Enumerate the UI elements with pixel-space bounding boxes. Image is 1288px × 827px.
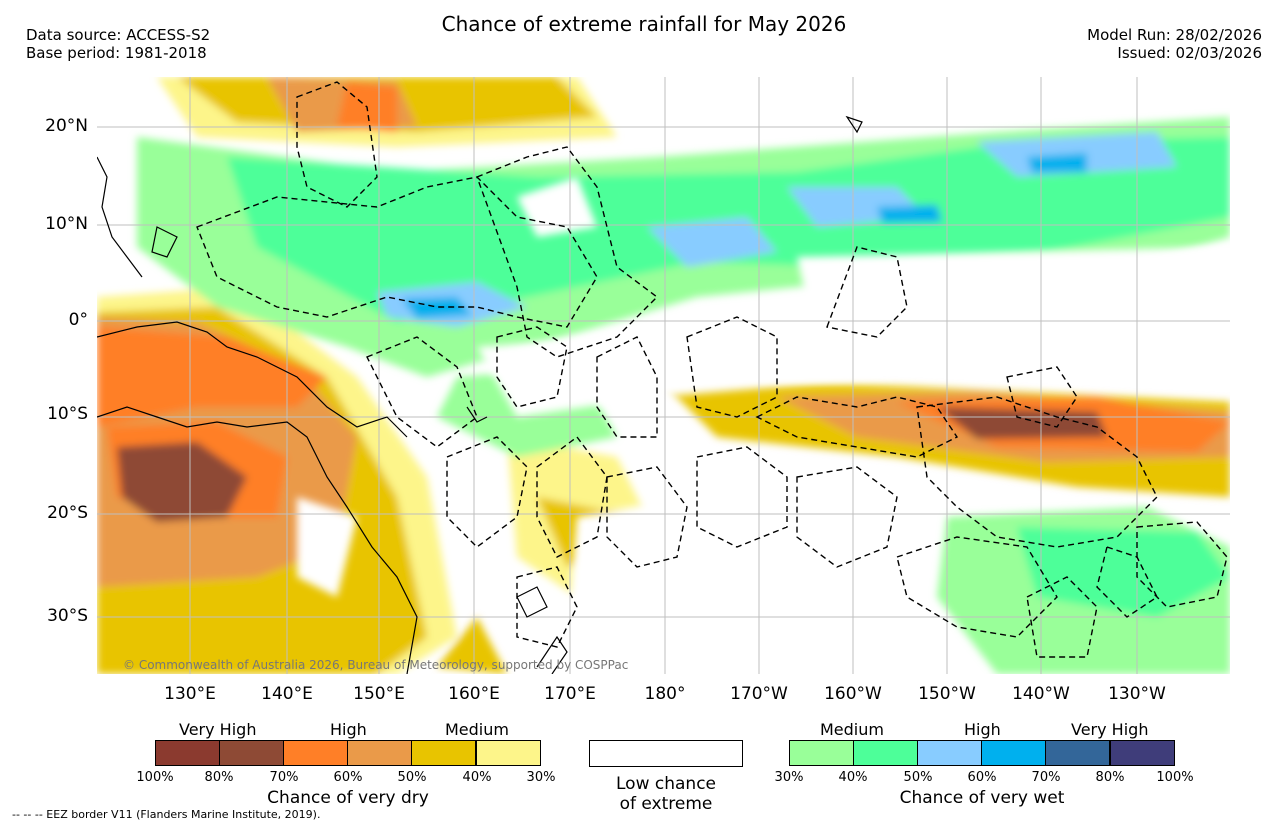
- dry-colorbar: [155, 740, 541, 768]
- eez-borders: [196, 81, 1228, 658]
- dry-swatch-60-50: [347, 740, 412, 766]
- lon-label-160e: 160°E: [448, 684, 500, 704]
- lat-label-20s: 20°S: [47, 503, 88, 523]
- graticule: [97, 77, 1230, 674]
- data-info: Data source: ACCESS-S2 Base period: 1981…: [26, 26, 210, 62]
- low-chance-areas: [297, 177, 1230, 674]
- wet-category-high: High: [964, 720, 1001, 739]
- issued-date: Issued: 02/03/2026: [1117, 44, 1262, 62]
- lat-label-0: 0°: [68, 310, 88, 330]
- eez-footnote: -- -- -- EEZ border V11 (Flanders Marine…: [12, 808, 321, 821]
- lon-label-130w: 130°W: [1108, 684, 1166, 704]
- wet-swatch-30-40: [789, 740, 854, 766]
- dry-tick: 50%: [397, 770, 427, 785]
- dry-swatch-100-80: [155, 740, 220, 766]
- dry-tick: 40%: [462, 770, 492, 785]
- lat-label-30s: 30°S: [47, 606, 88, 626]
- lon-label-180: 180°: [644, 684, 686, 704]
- wet-swatch-80-100: [1110, 740, 1175, 766]
- wet-tick: 30%: [774, 770, 804, 785]
- dry-tick: 70%: [269, 770, 299, 785]
- dry-swatch-50-40: [411, 740, 476, 766]
- coastlines: [97, 115, 863, 674]
- wet-swatch-40-50: [853, 740, 918, 766]
- dry-swatch-80-70: [219, 740, 284, 766]
- lat-label-10n: 10°N: [45, 214, 88, 234]
- lon-label-150e: 150°E: [353, 684, 405, 704]
- wet-category-very-high: Very High: [1071, 720, 1149, 739]
- low-chance-line2: of extreme: [619, 794, 713, 814]
- lon-label-130e: 130°E: [164, 684, 216, 704]
- lon-label-150w: 150°W: [918, 684, 976, 704]
- dry-category-high: High: [330, 720, 367, 739]
- lon-label-160w: 160°W: [824, 684, 882, 704]
- dry-category-very-high: Very High: [179, 720, 257, 739]
- run-info: Model Run: 28/02/2026 Issued: 02/03/2026: [1087, 26, 1262, 62]
- dry-tick: 60%: [333, 770, 363, 785]
- lon-label-170w: 170°W: [730, 684, 788, 704]
- dry-tick: 100%: [136, 770, 174, 785]
- data-source: Data source: ACCESS-S2: [26, 26, 211, 44]
- dry-caption: Chance of very dry: [267, 788, 429, 808]
- map-canvas: [97, 77, 1230, 674]
- model-run: Model Run: 28/02/2026: [1087, 26, 1262, 44]
- low-chance-line1: Low chance: [616, 774, 716, 794]
- wet-swatch-60-70: [981, 740, 1046, 766]
- wet-swatch-50-60: [917, 740, 982, 766]
- wet-tick: 100%: [1156, 770, 1194, 785]
- wet-category-medium: Medium: [820, 720, 884, 739]
- dry-tick: 80%: [204, 770, 234, 785]
- lon-label-140w: 140°W: [1012, 684, 1070, 704]
- wet-caption: Chance of very wet: [899, 788, 1065, 808]
- dry-swatch-40-30: [476, 740, 541, 766]
- wet-colorbar: [789, 740, 1175, 768]
- low-chance-swatch: [589, 740, 743, 767]
- lat-label-10s: 10°S: [47, 404, 88, 424]
- wet-swatch-70-80: [1045, 740, 1110, 766]
- dry-category-medium: Medium: [445, 720, 509, 739]
- lat-label-20n: 20°N: [45, 116, 88, 136]
- wet-tick: 70%: [1031, 770, 1061, 785]
- wet-tick: 80%: [1095, 770, 1125, 785]
- wet-tick: 60%: [967, 770, 997, 785]
- map-title: Chance of extreme rainfall for May 2026: [441, 12, 847, 36]
- low-chance-label: Low chance of extreme: [589, 774, 743, 814]
- dry-tick: 30%: [526, 770, 556, 785]
- lon-label-140e: 140°E: [261, 684, 313, 704]
- base-period: Base period: 1981-2018: [26, 44, 207, 62]
- probability-shading: [97, 77, 1230, 674]
- lon-label-170e: 170°E: [544, 684, 596, 704]
- dry-swatch-70-60: [283, 740, 348, 766]
- wet-tick: 40%: [838, 770, 868, 785]
- rainfall-map: [97, 77, 1230, 674]
- copyright-notice: © Commonwealth of Australia 2026, Bureau…: [123, 658, 629, 672]
- wet-tick: 50%: [903, 770, 933, 785]
